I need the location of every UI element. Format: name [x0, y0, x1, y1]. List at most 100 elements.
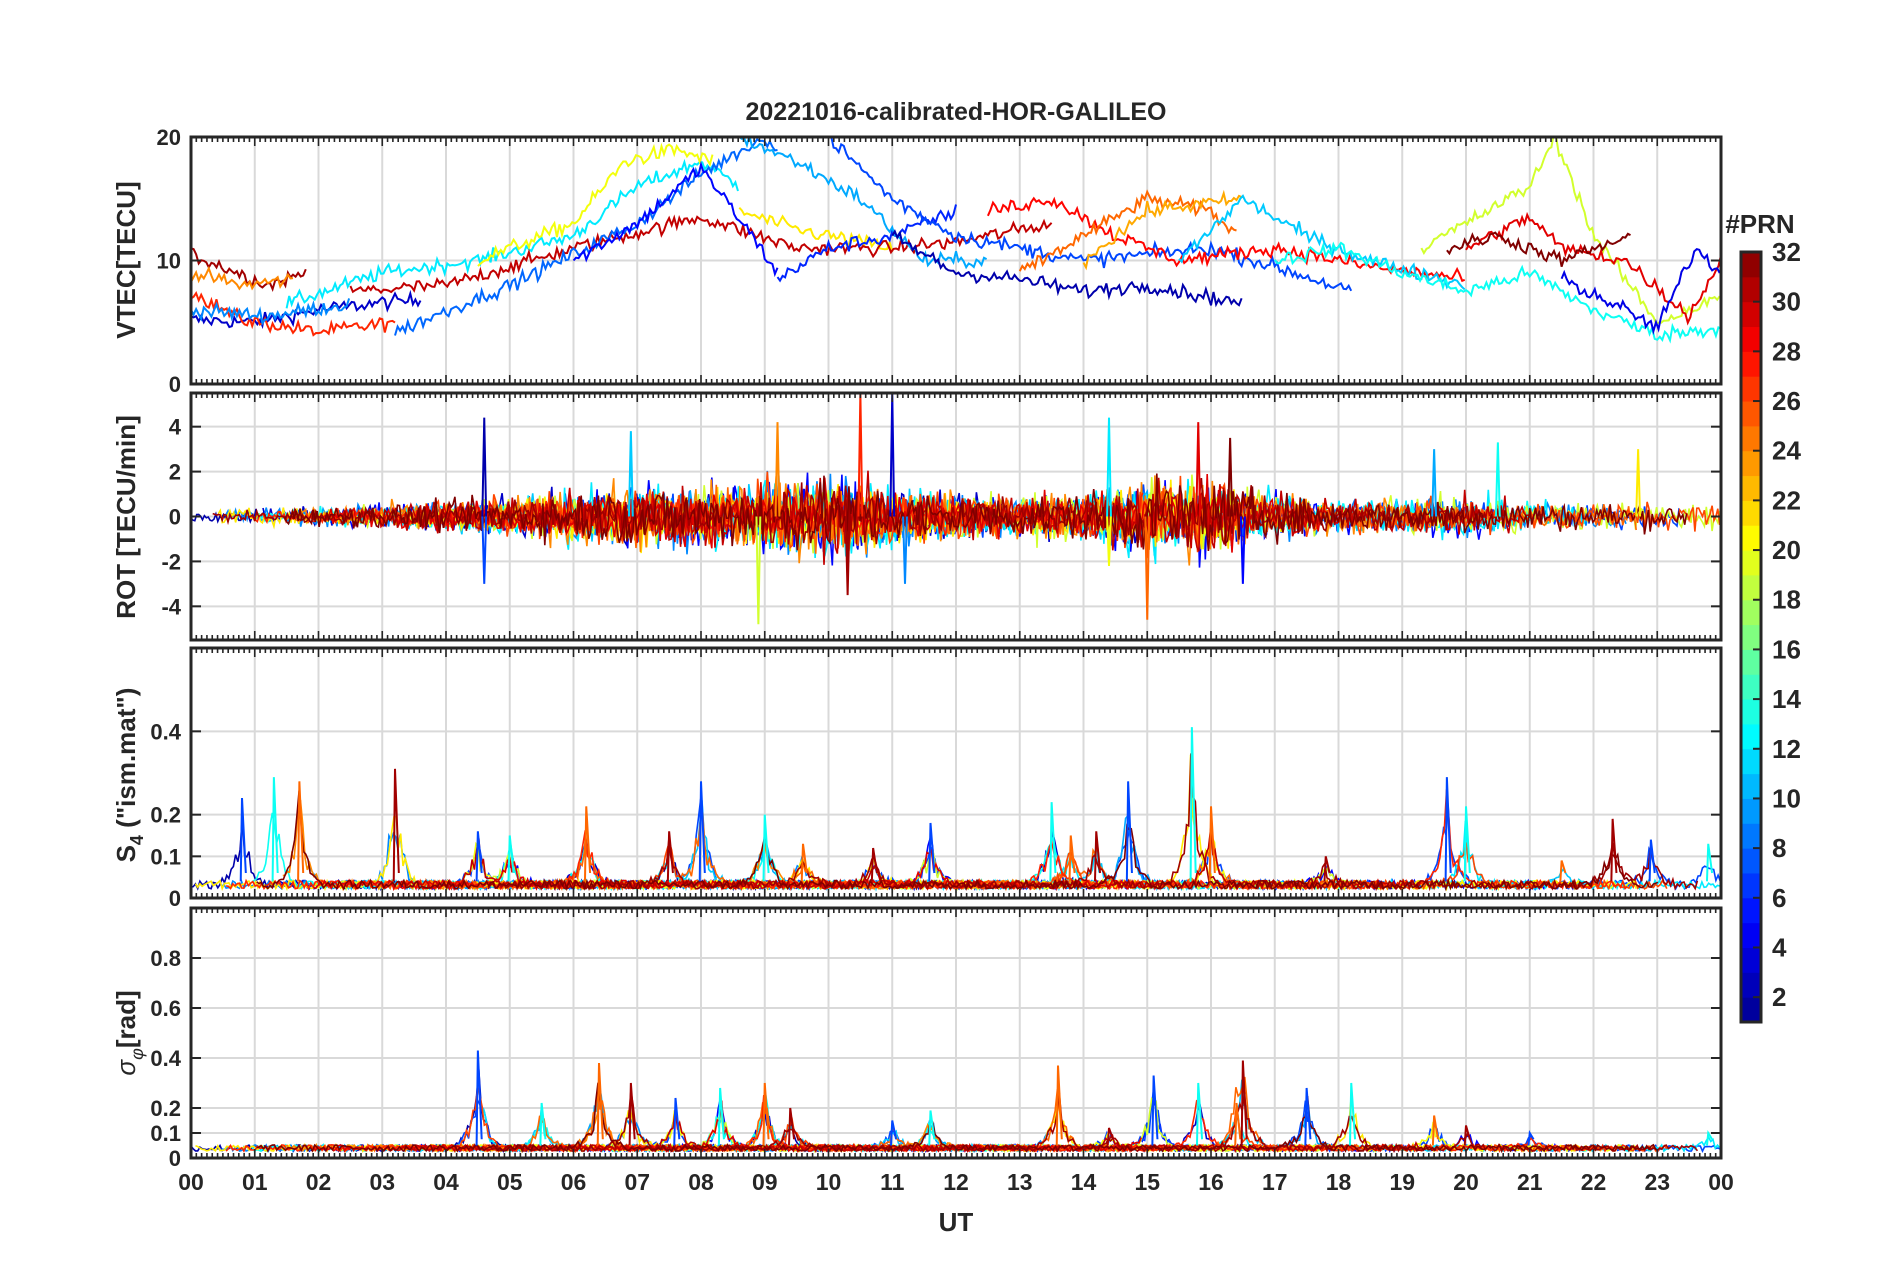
- colorbar-band: [1741, 301, 1761, 328]
- panel-vtec-series: [191, 137, 1721, 344]
- s4-spike: [1068, 835, 1076, 882]
- colorbar-tick-label: 4: [1772, 932, 1787, 962]
- x-tick-label: 03: [369, 1169, 395, 1195]
- sigma-spike: [596, 1062, 604, 1146]
- rot-spike: [481, 516, 488, 584]
- x-tick-label: 20: [1453, 1169, 1479, 1195]
- colorbar-bands: [1741, 252, 1761, 1023]
- s4-spike: [1208, 806, 1216, 882]
- colorbar-band: [1741, 550, 1761, 576]
- panel-s4-yticks: 0 0.1 0.2 0.4: [150, 648, 1722, 911]
- y-tick-label-s4: 0.4: [150, 719, 181, 744]
- s4-spike: [475, 831, 483, 882]
- sigma-spike: [889, 1120, 898, 1146]
- panel-sigma: 00.10.2 0.4 0.6 0.8 σφ[rad]: [111, 906, 1723, 1171]
- y-tick-label-rot: -4: [161, 594, 181, 619]
- vtec-series-prn-19: [1420, 137, 1721, 325]
- s4-spike: [1610, 818, 1618, 882]
- colorbar-band: [1741, 425, 1761, 452]
- sigma-spike: [1106, 1127, 1114, 1146]
- colorbar-tick-label: 26: [1772, 386, 1801, 416]
- y-tick-label-rot: 0: [169, 505, 181, 530]
- x-tick-label: 15: [1134, 1169, 1160, 1195]
- s4-spike: [928, 822, 936, 882]
- vtec-series-prn-30: [349, 214, 1053, 295]
- panel-vtec-yticks: 0 10 20: [157, 125, 1722, 397]
- rot-spike: [902, 516, 908, 584]
- rot-spike: [755, 516, 762, 625]
- s4-spike: [666, 831, 674, 882]
- colorbar-band: [1741, 922, 1761, 948]
- s4-spike: [507, 835, 515, 882]
- colorbar-band: [1741, 699, 1761, 725]
- vtec-series-prn-32: [1446, 231, 1631, 267]
- s4-spike: [800, 843, 808, 882]
- sigma-spike: [1348, 1082, 1357, 1146]
- colorbar-band: [1741, 401, 1761, 427]
- s4-spike: [1705, 843, 1714, 882]
- colorbar-band: [1741, 276, 1761, 303]
- vtec-series-prn-27: [191, 291, 396, 337]
- x-tick-label: 05: [497, 1169, 523, 1195]
- sigma-spike: [1463, 1125, 1471, 1146]
- rot-spike: [1106, 516, 1112, 566]
- y-tick-label-s4: 0.2: [150, 803, 181, 828]
- x-tick-label: 16: [1198, 1169, 1224, 1195]
- rot-spike: [857, 393, 864, 517]
- colorbar-band: [1741, 525, 1761, 551]
- s4-spike: [1444, 777, 1452, 882]
- y-tick-label-vtec: 10: [157, 249, 181, 274]
- colorbar-band: [1741, 823, 1761, 849]
- x-tick-label: 06: [561, 1169, 587, 1195]
- colorbar-band: [1741, 972, 1761, 998]
- x-tick-label: 09: [752, 1169, 778, 1195]
- panel-vtec-ylabel: VTEC[TECU]: [111, 181, 141, 338]
- s4-ylabel-symbol: S: [111, 845, 141, 862]
- sigma-spike: [1055, 1065, 1063, 1146]
- colorbar-band: [1741, 997, 1761, 1023]
- colorbar-band: [1741, 326, 1761, 352]
- s4-spike: [1559, 860, 1567, 882]
- colorbar-band: [1741, 624, 1761, 650]
- rot-spike: [1494, 442, 1501, 517]
- panel-vtec-grid: [191, 137, 1721, 384]
- y-tick-label-rot: -2: [161, 549, 181, 574]
- y-tick-label-sigma: 0.1: [150, 1121, 181, 1146]
- s4-spike: [297, 781, 305, 882]
- colorbar-band: [1741, 798, 1761, 824]
- panel-sigma-grid: [191, 908, 1721, 1158]
- x-tick-label: 18: [1326, 1169, 1352, 1195]
- sigma-ylabel-subscript: φ: [127, 1048, 147, 1060]
- colorbar-band: [1741, 897, 1761, 924]
- colorbar-tick-label: 14: [1772, 684, 1801, 714]
- rot-spike: [1239, 516, 1246, 584]
- panel-s4-series: [191, 727, 1721, 892]
- y-tick-label-vtec: 20: [157, 125, 181, 150]
- rot-spike: [774, 422, 781, 517]
- colorbar-tick-label: 22: [1772, 485, 1801, 515]
- colorbar-tick-label: 8: [1772, 833, 1786, 863]
- sigma-spike: [787, 1107, 796, 1146]
- sigma-spike: [1527, 1129, 1535, 1146]
- vtec-series-prn-2: [891, 228, 1243, 308]
- y-tick-label-sigma: 0.2: [150, 1096, 181, 1121]
- sigma-ylabel-symbol: σ: [111, 1059, 141, 1076]
- rot-spike: [1195, 422, 1202, 517]
- s4-spike: [239, 797, 247, 882]
- vtec-series-prn-20: [477, 142, 714, 267]
- vtec-series-prn-11: [1178, 194, 1466, 291]
- panel-sigma-series: [191, 1050, 1721, 1154]
- vtec-series-prn-9: [191, 298, 351, 326]
- colorbar-tick-label: 24: [1772, 436, 1801, 466]
- panel-vtec: 0 10 20 VTEC[TECU]: [111, 125, 1723, 397]
- rot-spike: [627, 431, 634, 517]
- y-tick-label-sigma: 0: [169, 1146, 181, 1171]
- sigma-spike: [475, 1050, 483, 1146]
- colorbar-band: [1741, 351, 1761, 377]
- s4-ylabel-subscript: 4: [127, 835, 147, 845]
- colorbar-tick-label: 2: [1772, 982, 1786, 1012]
- sigma-spike: [762, 1082, 770, 1146]
- x-tick-label: 17: [1262, 1169, 1288, 1195]
- s4-spike: [1463, 806, 1471, 882]
- panel-s4-ylabel: S4 ("ism.mat"): [111, 688, 147, 863]
